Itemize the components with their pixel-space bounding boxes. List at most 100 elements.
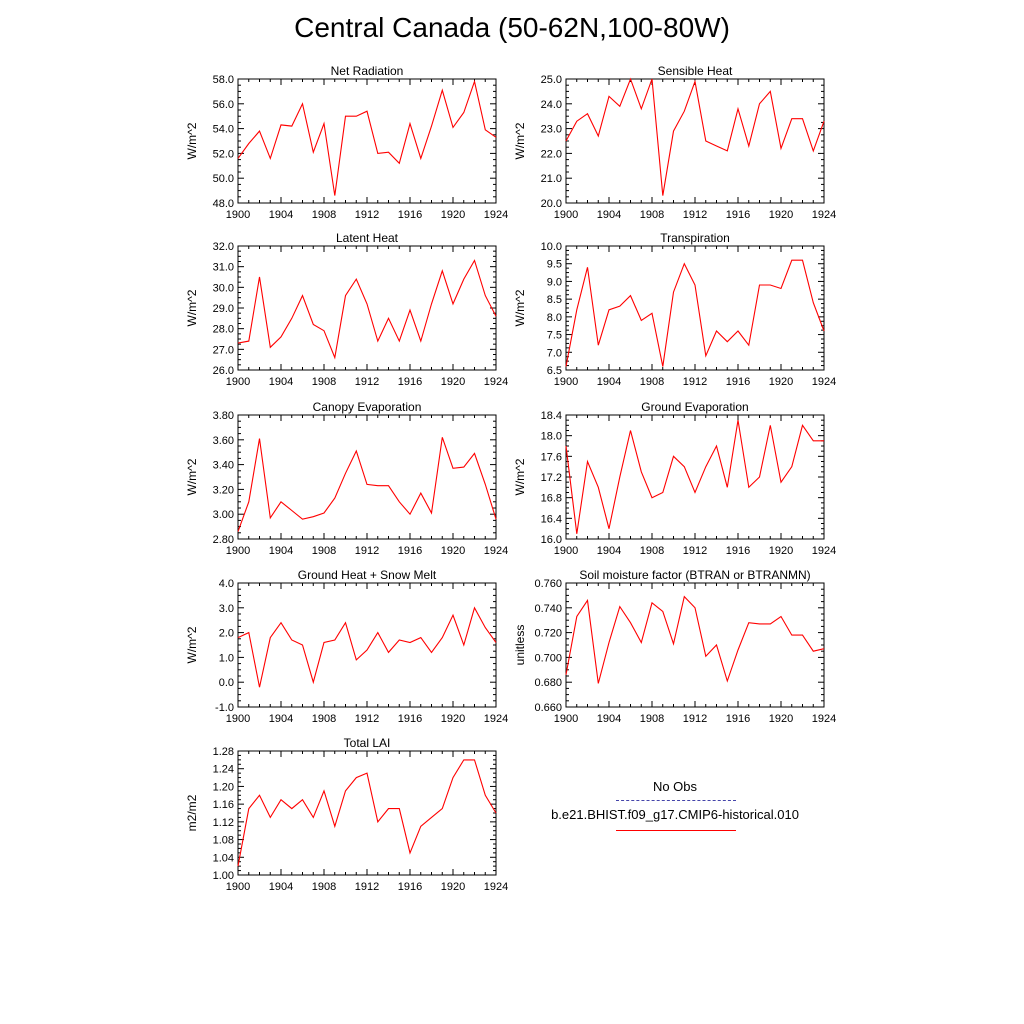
panel-4-title: Transpiration [660,231,730,245]
panel-4-ytick-label: 7.5 [547,330,562,342]
panel-6-ytick-label: 17.2 [541,472,562,484]
panel-1-xtick-label: 1924 [484,209,508,221]
legend-obs-line [616,800,736,801]
panel-7-xtick-label: 1920 [441,713,465,725]
panel-4-ytick-label: 10.0 [541,241,562,253]
panel-2-xtick-label: 1912 [683,209,707,221]
panel-5-ytick-label: 3.80 [213,410,234,422]
panel-5-ytick-label: 3.00 [213,509,234,521]
panel-3-xtick-label: 1904 [269,376,293,388]
panel-6-ylabel: W/m^2 [513,458,527,495]
panel-7-ytick-label: 0.0 [219,677,234,689]
panel-9-xtick-label: 1912 [355,881,379,893]
panel-2-ytick-label: 23.0 [541,124,562,136]
panel-5-xtick-label: 1912 [355,545,379,557]
panel-7-xtick-label: 1912 [355,713,379,725]
panel-1-xtick-label: 1900 [226,209,250,221]
panel-9-ylabel: m2/m2 [185,794,199,831]
panel-5-title: Canopy Evaporation [313,400,422,414]
panel-6-title: Ground Evaporation [641,400,748,414]
panel-5-frame [237,414,497,540]
panel-7-frame [237,582,497,708]
panel-4-ytick-label: 7.0 [547,347,562,359]
panel-7-ytick-label: 1.0 [219,652,234,664]
panel-6-ytick-label: 16.8 [541,493,562,505]
panel-7-ylabel: W/m^2 [185,626,199,663]
panel-1-frame [237,78,497,204]
panel-1-xtick-label: 1904 [269,209,293,221]
panel-2-ytick-label: 22.0 [541,148,562,160]
panel-3-ytick-label: 27.0 [213,344,234,356]
panel-5-xtick-label: 1904 [269,545,293,557]
panel-5-ytick-label: 3.40 [213,460,234,472]
panel-5-xtick-label: 1916 [398,545,422,557]
panel-8-series-line [565,595,825,684]
panel-8-title: Soil moisture factor (BTRAN or BTRANMN) [579,568,810,582]
panel-8-ytick-label: 0.720 [534,628,562,640]
panel-1-series-line [237,79,497,196]
panel-4-series-line [565,259,825,367]
legend-obs-label: No Obs [652,779,698,794]
panel-1-ytick-label: 54.0 [213,124,234,136]
panel-6-xtick-label: 1900 [554,545,578,557]
panel-1-xtick-label: 1916 [398,209,422,221]
panel-9-ytick-label: 1.24 [213,764,234,776]
panel-4-xtick-label: 1904 [597,376,621,388]
panel-2-xtick-label: 1908 [640,209,664,221]
panel-4-ytick-label: 8.0 [547,312,562,324]
panel-1-ytick-label: 50.0 [213,173,234,185]
panel-3-ytick-label: 31.0 [213,262,234,274]
panel-3-ytick-label: 28.0 [213,324,234,336]
panel-9-ytick-label: 1.12 [213,817,234,829]
panel-4-xtick-label: 1920 [769,376,793,388]
panel-2-xtick-label: 1924 [812,209,836,221]
panel-6-xtick-label: 1912 [683,545,707,557]
panel-6-series-line [565,420,824,534]
panel-6-xtick-label: 1904 [597,545,621,557]
panel-8-ytick-label: 0.700 [534,652,562,664]
panel-8-xtick-label: 1916 [726,713,750,725]
panel-7-title: Ground Heat + Snow Melt [298,568,437,582]
panel-9-xtick-label: 1908 [312,881,336,893]
panel-8-xtick-label: 1912 [683,713,707,725]
panel-7-xtick-label: 1924 [484,713,508,725]
panel-1-ylabel: W/m^2 [185,122,199,159]
panel-4-xtick-label: 1924 [812,376,836,388]
panel-3-xtick-label: 1912 [355,376,379,388]
panel-5-ytick-label: 3.20 [213,484,234,496]
panel-9-title: Total LAI [344,736,391,750]
panel-1-ytick-label: 58.0 [213,74,234,86]
panel-5-series-line [237,437,497,532]
legend-model-line [616,830,736,831]
panel-2-ylabel: W/m^2 [513,122,527,159]
panel-1-title: Net Radiation [331,64,404,78]
legend-model-label: b.e21.BHIST.f09_g17.CMIP6-historical.010 [551,807,799,822]
panel-9-ytick-label: 1.16 [213,799,234,811]
panel-7-xtick-label: 1900 [226,713,250,725]
panel-3-ytick-label: 30.0 [213,282,234,294]
panel-8-frame [565,582,825,708]
panel-2-ytick-label: 21.0 [541,173,562,185]
panel-4-xtick-label: 1916 [726,376,750,388]
panel-3-ylabel: W/m^2 [185,289,199,326]
panel-2-xtick-label: 1916 [726,209,750,221]
panel-9-xtick-label: 1904 [269,881,293,893]
panel-7-xtick-label: 1904 [269,713,293,725]
panel-6-frame [565,414,825,540]
panel-8-xtick-label: 1924 [812,713,836,725]
panel-1-xtick-label: 1920 [441,209,465,221]
panel-3-xtick-label: 1920 [441,376,465,388]
panel-7-xtick-label: 1916 [398,713,422,725]
panel-9-xtick-label: 1900 [226,881,250,893]
panel-1-xtick-label: 1908 [312,209,336,221]
panel-3-title: Latent Heat [336,231,399,245]
panel-4-xtick-label: 1912 [683,376,707,388]
panel-3-xtick-label: 1908 [312,376,336,388]
panel-8-ytick-label: 0.660 [534,702,562,714]
panel-6-ytick-label: 18.4 [541,410,562,422]
panel-4-ylabel: W/m^2 [513,289,527,326]
panel-2-xtick-label: 1900 [554,209,578,221]
panel-3-ytick-label: 32.0 [213,241,234,253]
panel-3-ytick-label: 29.0 [213,303,234,315]
